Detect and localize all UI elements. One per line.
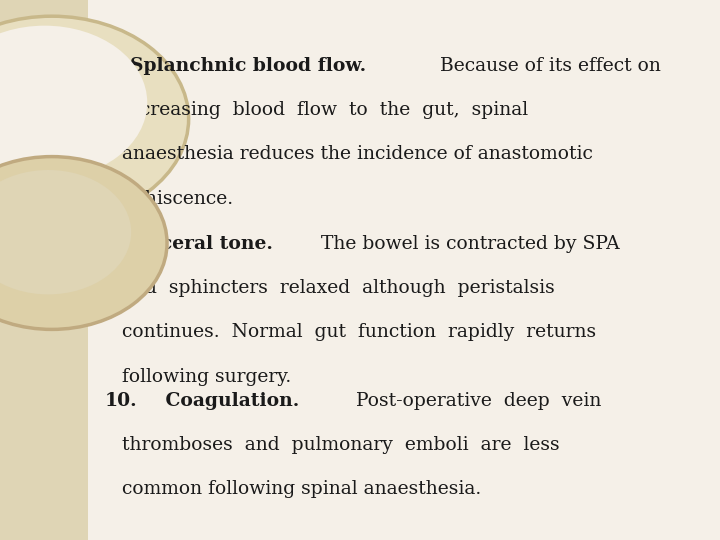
Text: anaesthesia reduces the incidence of anastomotic: anaesthesia reduces the incidence of ana… bbox=[104, 145, 593, 163]
Text: 8.: 8. bbox=[104, 57, 124, 75]
Text: increasing  blood  flow  to  the  gut,  spinal: increasing blood flow to the gut, spinal bbox=[104, 101, 528, 119]
Circle shape bbox=[0, 16, 189, 221]
Text: 9.: 9. bbox=[104, 235, 124, 253]
Text: 10.: 10. bbox=[104, 392, 137, 409]
Text: Visceral tone.: Visceral tone. bbox=[130, 235, 274, 253]
Text: thromboses  and  pulmonary  emboli  are  less: thromboses and pulmonary emboli are less bbox=[104, 436, 560, 454]
Circle shape bbox=[0, 157, 167, 329]
Circle shape bbox=[0, 25, 148, 179]
Text: Splanchnic blood flow.: Splanchnic blood flow. bbox=[130, 57, 366, 75]
Text: common following spinal anaesthesia.: common following spinal anaesthesia. bbox=[104, 480, 482, 498]
Text: The bowel is contracted by SPA: The bowel is contracted by SPA bbox=[315, 235, 620, 253]
Text: Post-operative  deep  vein: Post-operative deep vein bbox=[344, 392, 602, 409]
Circle shape bbox=[0, 170, 131, 294]
Text: Because of its effect on: Because of its effect on bbox=[434, 57, 661, 75]
Text: continues.  Normal  gut  function  rapidly  returns: continues. Normal gut function rapidly r… bbox=[104, 323, 597, 341]
Bar bbox=[0, 0, 88, 540]
Text: following surgery.: following surgery. bbox=[104, 368, 292, 386]
Text: and  sphincters  relaxed  although  peristalsis: and sphincters relaxed although peristal… bbox=[104, 279, 555, 297]
Text: dehiscence.: dehiscence. bbox=[104, 190, 233, 207]
Text: Coagulation.: Coagulation. bbox=[146, 392, 300, 409]
